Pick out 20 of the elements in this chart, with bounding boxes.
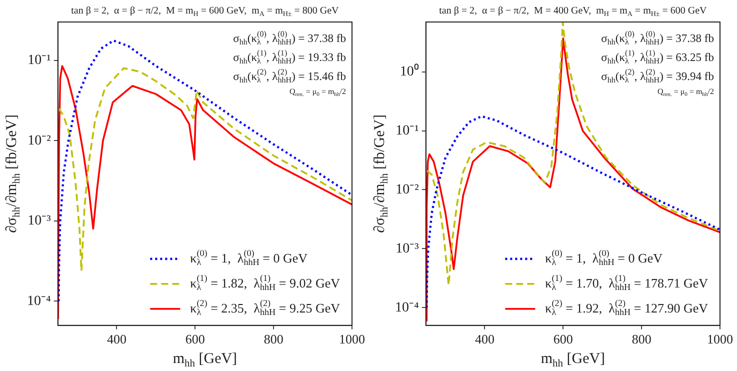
y-tick-label: 10⁻⁴ [394,300,419,316]
y-tick-label: 10⁻² [28,133,51,148]
x-tick-label: 1000 [707,332,733,347]
y-tick-label: 10⁻³ [28,214,51,229]
y-axis-title: ∂σhh/∂mhh [fb/GeV] [4,114,22,233]
x-tick-label: 400 [106,332,126,347]
y-tick-label: 10⁻¹ [396,123,419,138]
y-tick-label: 10⁻¹ [28,52,51,68]
x-tick-label: 400 [474,332,494,347]
x-tick-label: 600 [553,332,573,347]
x-tick-label: 800 [632,332,652,347]
y-tick-label: 10⁰ [400,63,419,80]
y-tick-label: 10⁻⁴ [26,294,51,309]
x-tick-label: 1000 [339,332,365,347]
y-tick-label: 10⁻² [396,182,419,198]
y-tick-label: 10⁻³ [396,241,419,256]
x-tick-label: 800 [264,332,284,347]
x-tick-label: 600 [185,332,205,347]
y-axis-title: ∂σhh/∂mhh [fb/GeV] [372,114,390,233]
line-series [58,67,352,272]
